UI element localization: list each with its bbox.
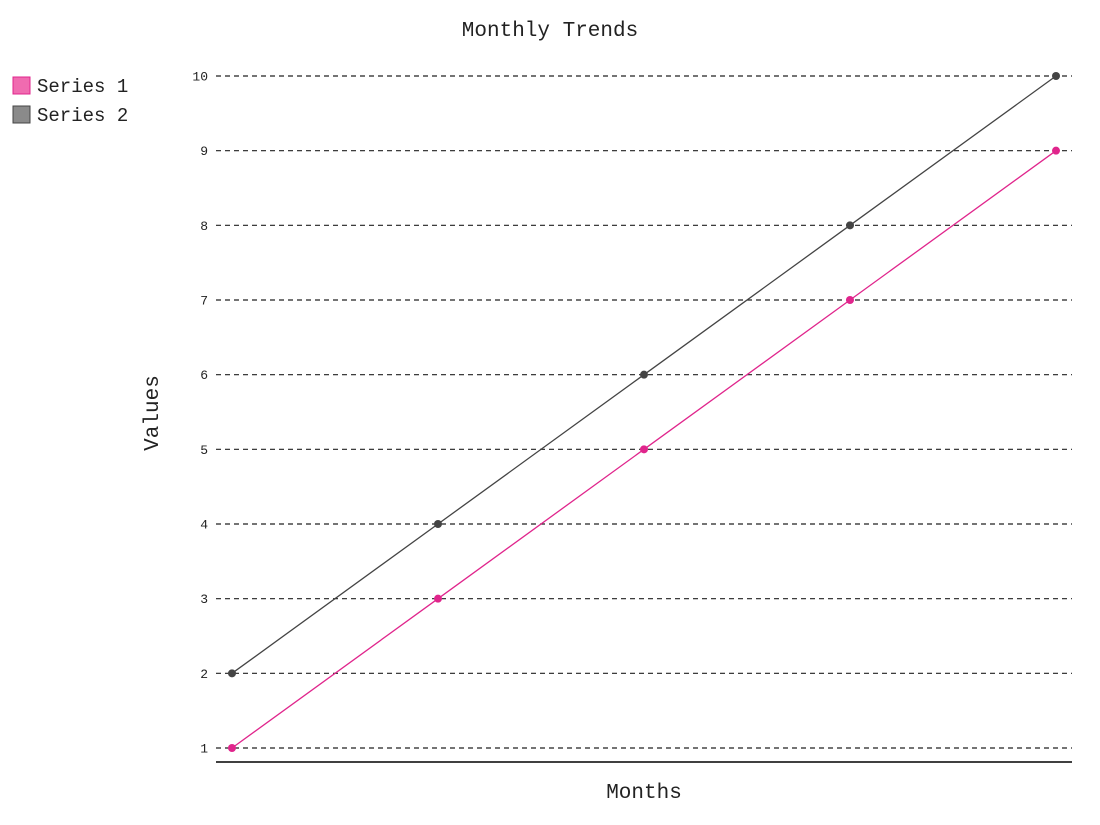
- y-tick-label-9: 9: [200, 144, 208, 159]
- series-2-point-1: [228, 669, 236, 678]
- legend-label-1: Series 1: [37, 76, 128, 98]
- y-tick-label-10: 10: [192, 70, 208, 85]
- y-tick-label-2: 2: [200, 667, 208, 682]
- legend: Series 1 Series 2: [12, 76, 128, 127]
- series-2-point-5: [1052, 72, 1060, 80]
- y-tick-label-4: 4: [200, 518, 208, 533]
- series-1-point-1: [228, 744, 236, 752]
- legend-label-2: Series 2: [37, 105, 128, 127]
- y-axis-label: Values: [142, 375, 165, 451]
- y-tick-label-8: 8: [200, 219, 208, 234]
- y-tick-label-5: 5: [200, 443, 208, 458]
- y-tick-label-3: 3: [200, 592, 208, 607]
- series-2-point-4: [846, 221, 854, 230]
- series-lines: [228, 72, 1060, 752]
- series-2-point-2: [434, 520, 442, 528]
- y-tick-labels: 1 2 3 4 5 6 7 8 9 10: [192, 70, 208, 757]
- chart-title: Monthly Trends: [462, 20, 638, 43]
- legend-swatch-1: [12, 76, 31, 95]
- y-tick-label-1: 1: [200, 742, 208, 757]
- series-1-point-5: [1052, 146, 1060, 155]
- y-tick-label-6: 6: [200, 368, 208, 383]
- series-1-point-4: [846, 296, 854, 304]
- y-tick-label-7: 7: [200, 294, 208, 309]
- legend-swatch-2: [12, 105, 31, 124]
- series-1-point-3: [640, 445, 648, 454]
- series-2-point-3: [640, 370, 648, 379]
- grid-lines: [216, 75, 1072, 749]
- series-1-point-2: [434, 594, 442, 603]
- x-axis-label: Months: [606, 782, 682, 805]
